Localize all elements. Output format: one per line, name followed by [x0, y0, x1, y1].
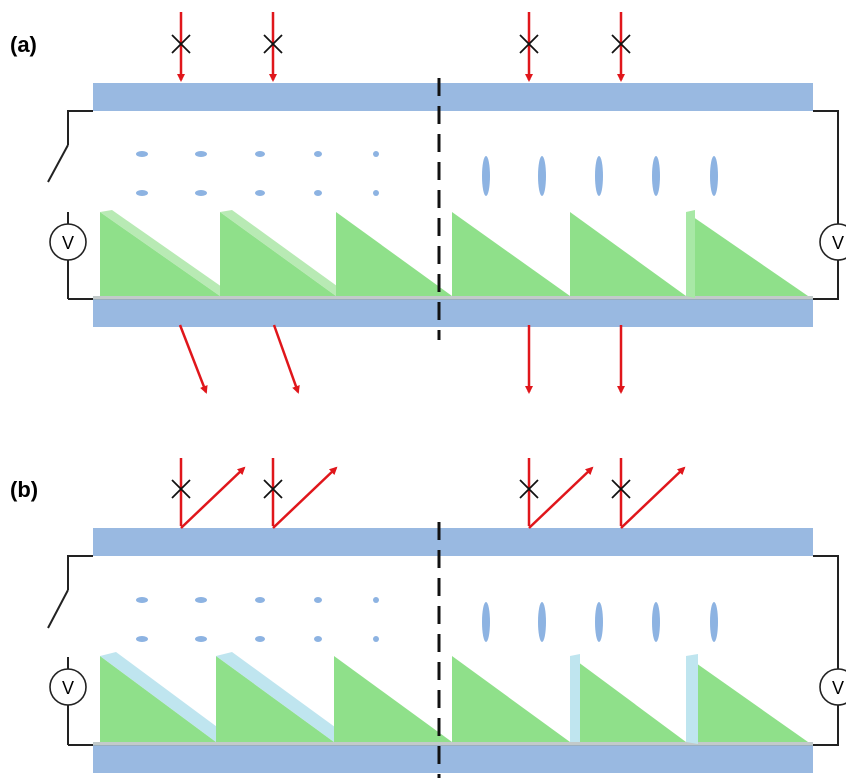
left-circuit [48, 111, 93, 299]
bottom-substrate [93, 299, 813, 327]
prism-grating [100, 210, 808, 298]
voltmeter-label: V [832, 678, 844, 698]
bottom-substrate-film [93, 296, 813, 300]
panel-a: (a) V V [10, 12, 846, 392]
bottom-substrate [93, 745, 813, 773]
lc-molecules-on [482, 156, 718, 196]
panel-b: (b) V V [10, 458, 846, 778]
right-voltmeter: V [820, 669, 846, 705]
polarization-marks [172, 480, 630, 498]
right-circuit [813, 556, 838, 745]
panel-a-label: (a) [10, 32, 37, 57]
incident-beams [181, 458, 621, 526]
left-voltmeter: V [50, 224, 86, 260]
panel-b-label: (b) [10, 477, 38, 502]
right-voltmeter: V [820, 224, 846, 260]
transmitted-beams [180, 325, 621, 392]
left-circuit [48, 556, 93, 745]
lc-molecules-on [482, 602, 718, 642]
bottom-substrate-film [93, 742, 813, 746]
lc-molecules-off [136, 151, 379, 196]
left-voltmeter: V [50, 669, 86, 705]
incident-beams [181, 12, 621, 80]
right-circuit [813, 111, 838, 299]
polarization-marks [172, 35, 630, 53]
lc-molecules-off [136, 597, 379, 642]
voltmeter-label: V [62, 678, 74, 698]
top-substrate [93, 83, 813, 111]
reflected-beams [181, 468, 684, 528]
top-substrate [93, 528, 813, 556]
voltmeter-label: V [62, 233, 74, 253]
prism-grating [100, 652, 808, 744]
voltmeter-label: V [832, 233, 844, 253]
